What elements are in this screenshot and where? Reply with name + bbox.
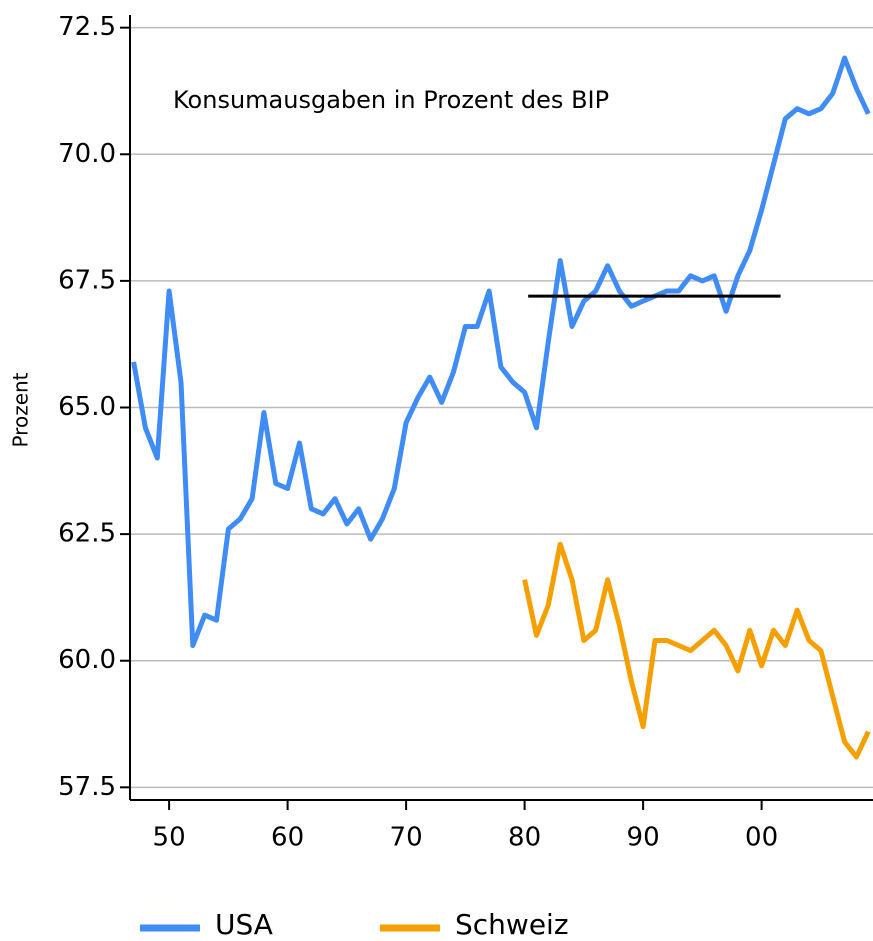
legend-label: USA	[215, 908, 273, 941]
y-tick-label: 67.5	[58, 265, 116, 295]
x-tick-label: 80	[508, 823, 541, 853]
x-tick-label: 50	[153, 823, 186, 853]
y-tick-label: 57.5	[58, 772, 116, 802]
legend-label: Schweiz	[455, 908, 569, 941]
x-tick-label: 70	[390, 823, 423, 853]
annotation: Konsumausgaben in Prozent des BIP	[173, 86, 609, 114]
y-tick-label: 62.5	[58, 519, 116, 549]
y-tick-label: 65.0	[58, 392, 116, 422]
series-line	[131, 55, 871, 648]
x-tick-label: 60	[271, 823, 304, 853]
y-tick-label: 60.0	[58, 645, 116, 675]
y-axis-label: Prozent	[9, 372, 33, 447]
x-tick-label: 90	[627, 823, 660, 853]
series-line	[522, 541, 871, 760]
y-tick-label: 72.5	[58, 12, 116, 42]
y-tick-label: 70.0	[58, 139, 116, 169]
x-tick-label: 00	[745, 823, 778, 853]
